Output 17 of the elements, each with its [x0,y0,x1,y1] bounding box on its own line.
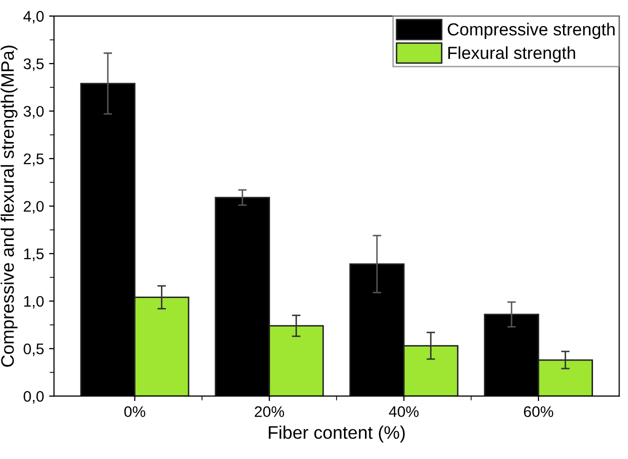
x-tick-label: 40% [388,406,419,418]
legend-label: Flexural strength [448,46,576,62]
y-tick-label: 2,5 [24,153,44,166]
y-tick-label: 2,0 [24,200,44,214]
y-tick-label: 1,5 [24,248,44,262]
y-axis-title: Compressive and flexural strength(MPa) [0,46,18,367]
y-tick-label: 3,5 [24,58,44,72]
y-tick-label: 1,0 [24,296,44,309]
x-axis-title: Fiber content (%) [268,426,405,442]
y-tick-label: 4,0 [23,10,44,24]
x-tick-label: 0% [124,406,146,418]
y-tick-label: 0,0 [24,390,44,404]
x-tick-label: 60% [524,406,554,418]
x-tick-label: 20% [254,406,284,418]
y-tick-label: 3,0 [24,106,44,119]
legend-label: Compressive strength [448,22,615,39]
y-tick-label: 0,5 [24,343,44,356]
